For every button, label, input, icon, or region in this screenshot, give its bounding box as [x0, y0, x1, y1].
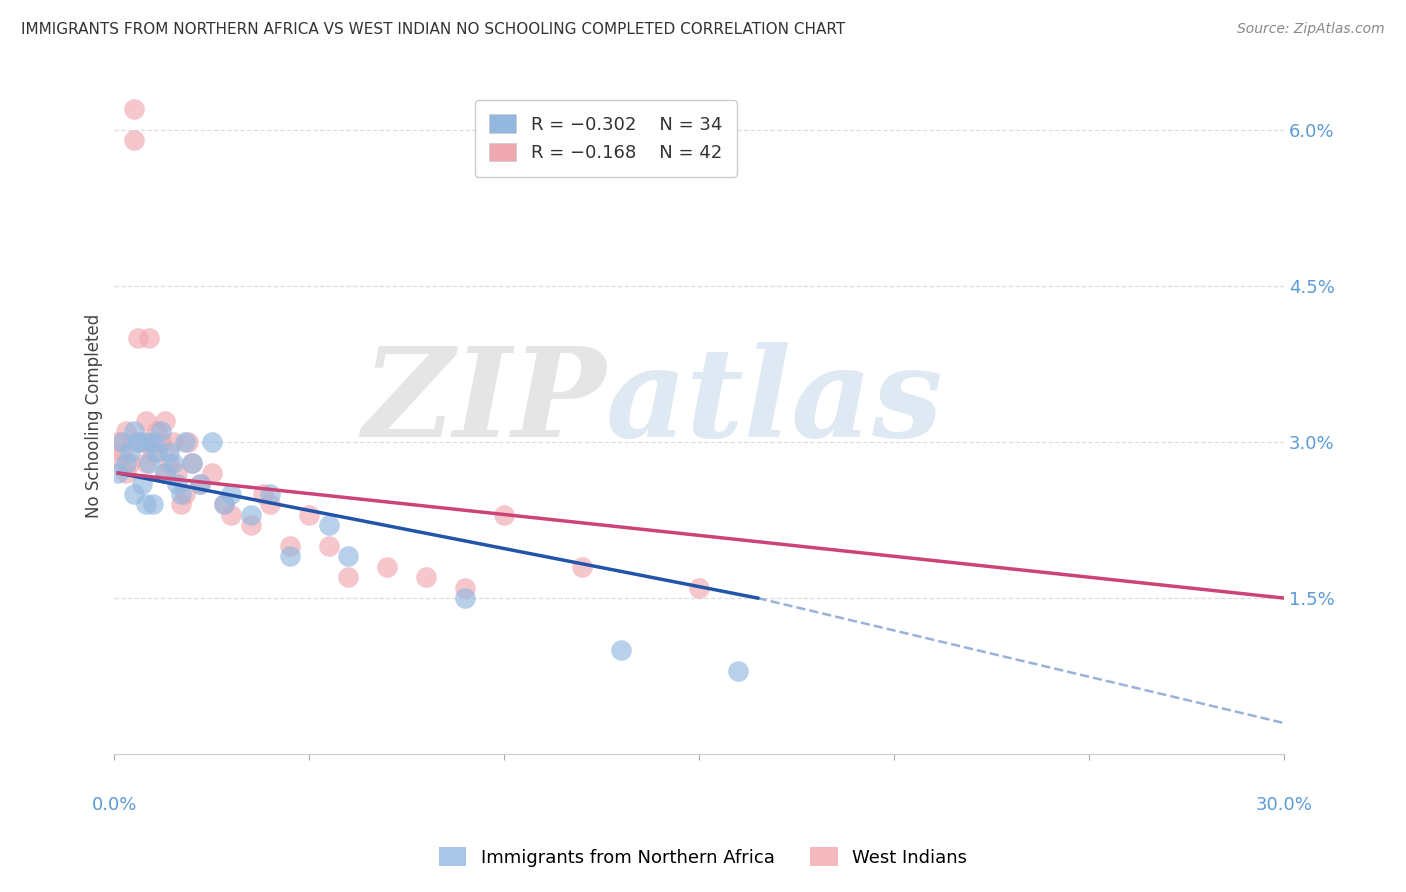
Point [375, 559, 398, 574]
Point [135, 434, 157, 449]
Point [337, 549, 360, 564]
Point [177, 434, 200, 449]
Point [278, 549, 301, 564]
Point [107, 434, 129, 449]
Point [142, 445, 165, 459]
Point [181, 456, 204, 470]
Text: 30.0%: 30.0% [1256, 796, 1312, 814]
Point [118, 456, 141, 470]
Point [150, 434, 173, 449]
Point [688, 581, 710, 595]
Point [138, 456, 160, 470]
Point [107, 456, 129, 470]
Point [153, 466, 176, 480]
Point [494, 508, 516, 522]
Point [122, 425, 145, 439]
Point [252, 487, 274, 501]
Point [146, 425, 169, 439]
Point [298, 508, 321, 522]
Point [166, 476, 188, 491]
Point [122, 133, 145, 147]
Point [170, 497, 193, 511]
Point [239, 508, 262, 522]
Text: IMMIGRANTS FROM NORTHERN AFRICA VS WEST INDIAN NO SCHOOLING COMPLETED CORRELATIO: IMMIGRANTS FROM NORTHERN AFRICA VS WEST … [21, 22, 845, 37]
Point [188, 476, 211, 491]
Point [181, 456, 204, 470]
Text: Source: ZipAtlas.com: Source: ZipAtlas.com [1237, 22, 1385, 37]
Point [127, 434, 149, 449]
Point [115, 425, 138, 439]
Point [278, 539, 301, 553]
Point [162, 456, 184, 470]
Y-axis label: No Schooling Completed: No Schooling Completed [86, 314, 103, 518]
Point [212, 497, 235, 511]
Legend: Immigrants from Northern Africa, West Indians: Immigrants from Northern Africa, West In… [432, 840, 974, 874]
Point [173, 487, 195, 501]
Point [212, 497, 235, 511]
Point [318, 518, 340, 533]
Point [153, 414, 176, 428]
Point [111, 434, 134, 449]
Point [201, 434, 224, 449]
Text: 0.0%: 0.0% [91, 796, 138, 814]
Point [201, 466, 224, 480]
Point [454, 581, 477, 595]
Point [135, 497, 157, 511]
Point [259, 487, 281, 501]
Point [150, 425, 173, 439]
Point [107, 466, 129, 480]
Point [122, 102, 145, 116]
Point [337, 570, 360, 584]
Text: ZIP: ZIP [361, 342, 606, 463]
Point [135, 456, 157, 470]
Point [153, 466, 176, 480]
Point [166, 466, 188, 480]
Text: atlas: atlas [606, 342, 943, 463]
Point [142, 497, 165, 511]
Point [118, 445, 141, 459]
Point [239, 518, 262, 533]
Point [146, 445, 169, 459]
Legend: R = −0.302    N = 34, R = −0.168    N = 42: R = −0.302 N = 34, R = −0.168 N = 42 [475, 100, 737, 177]
Point [188, 476, 211, 491]
Point [111, 445, 134, 459]
Point [157, 445, 180, 459]
Point [170, 487, 193, 501]
Point [131, 476, 153, 491]
Point [122, 487, 145, 501]
Point [221, 508, 243, 522]
Point [115, 466, 138, 480]
Point [221, 487, 243, 501]
Point [727, 664, 749, 678]
Point [127, 331, 149, 345]
Point [415, 570, 437, 584]
Point [162, 434, 184, 449]
Point [115, 456, 138, 470]
Point [571, 559, 593, 574]
Point [259, 497, 281, 511]
Point [454, 591, 477, 606]
Point [135, 414, 157, 428]
Point [610, 643, 633, 657]
Point [157, 456, 180, 470]
Point [138, 331, 160, 345]
Point [131, 434, 153, 449]
Point [142, 434, 165, 449]
Point [318, 539, 340, 553]
Point [173, 434, 195, 449]
